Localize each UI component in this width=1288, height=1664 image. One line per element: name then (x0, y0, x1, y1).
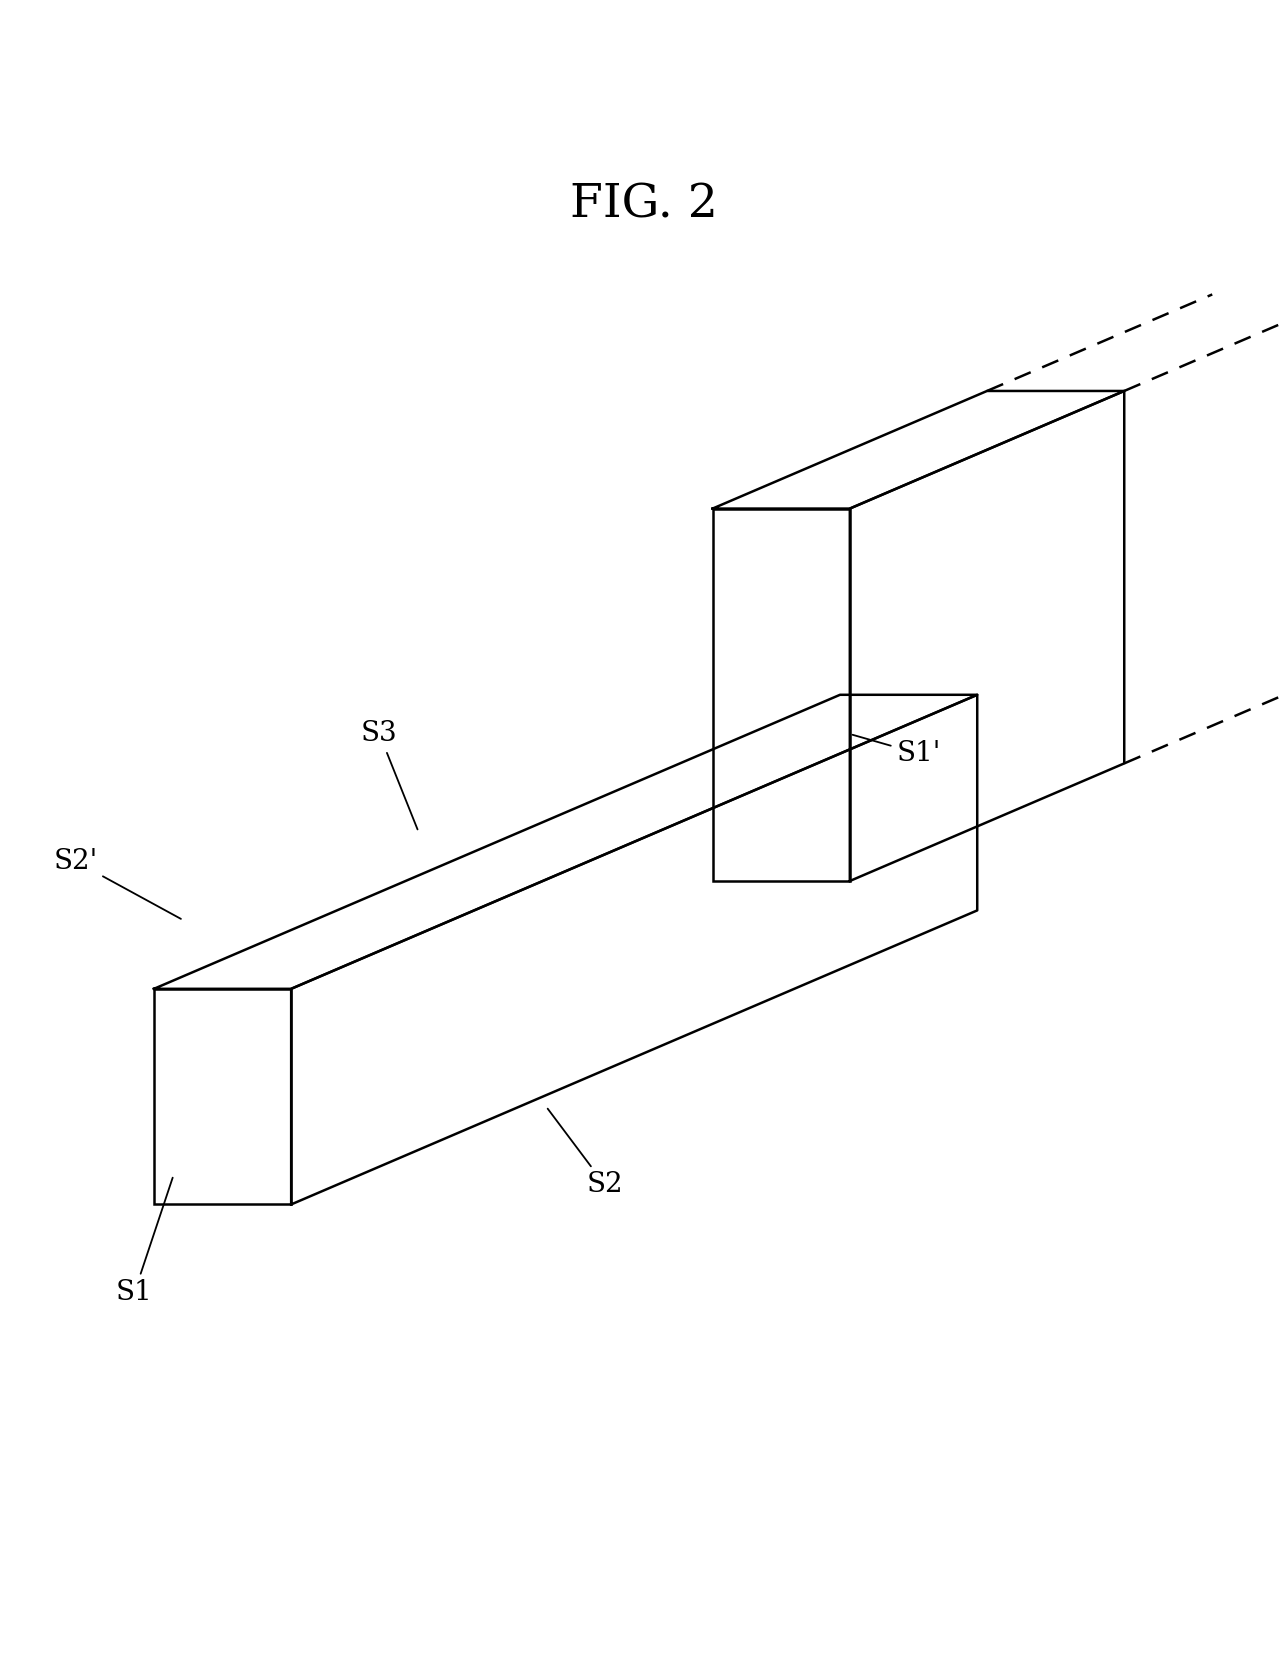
Text: S2: S2 (547, 1108, 623, 1198)
Text: S3: S3 (361, 721, 417, 829)
Text: S1': S1' (853, 735, 940, 767)
Text: S2': S2' (53, 849, 180, 919)
Text: S1: S1 (116, 1178, 173, 1306)
Text: FIG. 2: FIG. 2 (571, 181, 717, 228)
